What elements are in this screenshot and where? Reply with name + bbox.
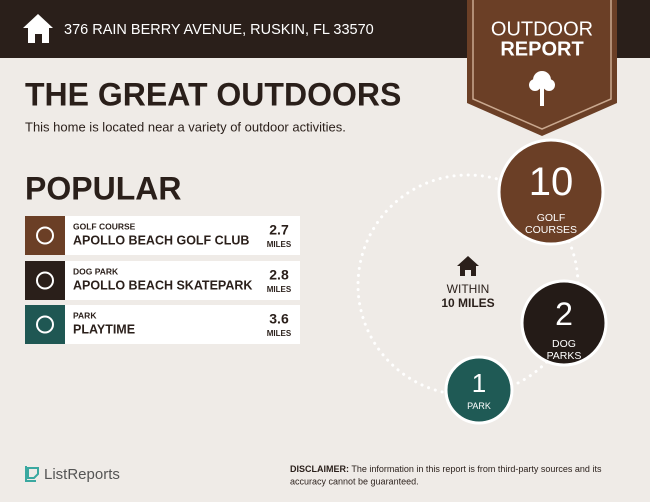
brand-logo [25, 466, 39, 482]
row-unit: MILES [267, 240, 292, 249]
count-label: DOG [552, 338, 576, 350]
count-circle [497, 138, 605, 246]
disclaimer-text: The information in this report is from t… [351, 464, 602, 474]
page-title: THE GREAT OUTDOORS [25, 76, 401, 112]
badge [467, 0, 617, 136]
row-background [25, 261, 300, 300]
row-category: PARK [73, 310, 97, 320]
tree-icon [529, 71, 555, 106]
row-unit: MILES [267, 329, 292, 338]
row-icon [25, 216, 65, 255]
row-background [25, 216, 300, 255]
within-line2: 10 MILES [441, 296, 494, 310]
row-icon-glyph [36, 271, 54, 290]
count-circle [444, 355, 514, 425]
row-distance: 2.7 [269, 222, 289, 238]
row-distance: 3.6 [269, 311, 289, 327]
row-background [25, 305, 300, 344]
row-category: GOLF COURSE [73, 221, 136, 231]
row-icon [25, 261, 65, 300]
disclaimer-label: DISCLAIMER: [290, 464, 349, 474]
row-icon-glyph [36, 226, 54, 245]
count-label: PARKS [547, 350, 582, 362]
count-label: COURSES [525, 224, 577, 236]
row-name: APOLLO BEACH GOLF CLUB [73, 233, 249, 247]
row-icon-glyph [36, 315, 54, 334]
subtitle: This home is located near a variety of o… [25, 119, 346, 134]
row-category: DOG PARK [73, 266, 119, 276]
address: 376 RAIN BERRY AVENUE, RUSKIN, FL 33570 [64, 22, 374, 38]
count-value: 2 [555, 296, 573, 332]
count-value: 1 [472, 368, 486, 398]
within-line1: WITHIN [447, 282, 490, 296]
count-value: 10 [529, 160, 574, 204]
home-icon [23, 14, 53, 43]
popular-heading: POPULAR [25, 170, 181, 206]
badge-line2: REPORT [500, 38, 583, 60]
count-label: PARK [467, 401, 491, 411]
row-name: PLAYTIME [73, 322, 135, 336]
row-unit: MILES [267, 285, 292, 294]
badge-outline [472, 0, 612, 130]
brand-name: ListReports [44, 466, 120, 483]
count-label: GOLF [537, 212, 566, 224]
disclaimer-line2: accuracy cannot be guaranteed. [290, 476, 419, 486]
badge-line1: OUTDOOR [491, 18, 593, 40]
house-icon [457, 256, 479, 276]
row-name: APOLLO BEACH SKATEPARK [73, 278, 252, 292]
disclaimer-line1: DISCLAIMER: The information in this repo… [290, 464, 602, 474]
row-distance: 2.8 [269, 267, 289, 283]
popular-list: GOLF COURSE APOLLO BEACH GOLF CLUB 2.7 MILE… [25, 216, 300, 344]
count-circle [520, 279, 608, 367]
row-icon [25, 305, 65, 344]
